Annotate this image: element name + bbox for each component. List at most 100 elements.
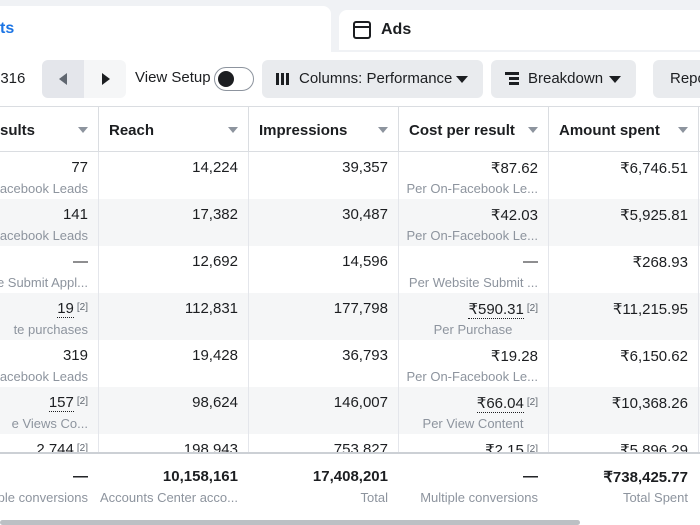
reach-value: 19,428 [192, 347, 238, 364]
reports-dropdown[interactable]: Repo [653, 60, 700, 98]
cost-per-result-type: Per View Content [422, 416, 524, 431]
results-cell: 319 Facebook Leads [0, 340, 98, 387]
cost-per-result-cell: — Per Website Submit ... [398, 246, 548, 293]
cost-per-result-cell: ₹42.03 Per On-Facebook Le... [398, 199, 548, 246]
cost-per-result-value: ₹19.28 [491, 347, 538, 365]
table-row[interactable]: 319 Facebook Leads 19,428 36,793 ₹19.28 Per O… [0, 340, 700, 387]
summary-results-value: — [73, 468, 88, 485]
tab-ads[interactable]: Ads [339, 10, 700, 50]
reach-value: 14,224 [192, 159, 238, 176]
previous-page-button[interactable] [42, 60, 84, 98]
impressions-value: 39,357 [342, 159, 388, 176]
view-setup-toggle[interactable] [214, 67, 254, 91]
column-header-label: Amount spent [559, 122, 660, 139]
chevron-right-icon [102, 73, 110, 85]
amount-spent-cell: ₹268.93 [548, 246, 698, 293]
results-cell: 157 [2] e Views Co... [0, 387, 98, 434]
summary-spent-sub: Total Spent [622, 490, 688, 505]
reach-cell: 98,624 [98, 387, 248, 434]
impressions-cell: 39,357 [248, 152, 398, 199]
amount-spent-cell: ₹11,215.95 [548, 293, 698, 340]
attribution-note: [2] [526, 444, 538, 455]
reach-cell: 19,428 [98, 340, 248, 387]
summary-results-sub: tiple conversions [0, 490, 88, 505]
cost-per-result-number: ₹87.62 [490, 160, 538, 177]
toggle-knob [218, 71, 234, 87]
cost-per-result-value: — [523, 253, 538, 270]
columns-label: Columns: Performance [299, 70, 453, 87]
table-row[interactable]: 77 Facebook Leads 14,224 39,357 ₹87.62 Per On… [0, 152, 700, 199]
column-divider [698, 152, 699, 525]
summary-impressions-sub: Total [360, 490, 388, 505]
breakdown-label: Breakdown [528, 70, 604, 87]
cost-per-result-type: Per Website Submit ... [408, 275, 538, 290]
reach-value: 17,382 [192, 206, 238, 223]
tab-bar: ts Ads [0, 0, 700, 52]
table-row[interactable]: 141 Facebook Leads 17,382 30,487 ₹42.03 Per O… [0, 199, 700, 246]
horizontal-scrollbar[interactable] [0, 520, 580, 525]
impressions-value: 14,596 [342, 253, 388, 270]
cost-per-result-number: — [523, 253, 538, 270]
results-type: te purchases [13, 322, 88, 337]
tab-ads-label: Ads [381, 21, 412, 38]
sort-caret-icon [228, 127, 238, 133]
results-type: e Views Co... [11, 416, 88, 431]
column-header-label: sults [0, 122, 36, 139]
cost-per-result-value: ₹87.62 [491, 159, 538, 177]
results-type: Facebook Leads [0, 228, 88, 243]
results-number: 319 [62, 347, 88, 364]
results-value: 141 [63, 206, 88, 223]
reach-cell: 112,831 [98, 293, 248, 340]
tab-campaigns[interactable]: ts [0, 6, 331, 52]
column-divider [548, 152, 549, 525]
column-header-label: Impressions [259, 122, 348, 139]
tab-campaigns-label: ts [0, 20, 15, 37]
reach-cell: 12,692 [98, 246, 248, 293]
results-cell: 77 Facebook Leads [0, 152, 98, 199]
cost-per-result-value: ₹590.31 [2] [468, 300, 538, 319]
columns-icon [276, 73, 290, 85]
results-number[interactable]: 19 [57, 300, 74, 318]
results-value: 77 [71, 159, 88, 176]
breakdown-dropdown[interactable]: Breakdown [491, 60, 636, 98]
table-row[interactable]: 19 [2] te purchases 112,831 177,798 ₹590.31 [2… [0, 293, 700, 340]
column-divider [248, 152, 249, 525]
results-number[interactable]: 157 [48, 394, 74, 412]
sort-caret-icon [678, 127, 688, 133]
cost-per-result-value: ₹66.04 [2] [476, 394, 538, 413]
column-header-amount-spent[interactable]: Amount spent [549, 107, 699, 152]
next-page-button[interactable] [84, 60, 126, 98]
impressions-cell: 30,487 [248, 199, 398, 246]
summary-spent-value: ₹738,425.77 [603, 469, 688, 486]
table-row[interactable]: 157 [2] e Views Co... 98,624 146,007 ₹66.04 [2… [0, 387, 700, 434]
impressions-cell: 36,793 [248, 340, 398, 387]
cost-per-result-number[interactable]: ₹66.04 [476, 395, 524, 413]
amount-spent-value: ₹6,746.51 [620, 160, 688, 177]
table-row[interactable]: — e Submit Appl... 12,692 14,596 — Per Websit… [0, 246, 700, 293]
column-header-results[interactable]: sults [0, 107, 99, 152]
cost-per-result-number[interactable]: ₹590.31 [468, 301, 524, 319]
chevron-down-icon [609, 76, 621, 83]
toolbar: f 316 View Setup Columns: Performance Br… [0, 52, 700, 106]
column-header-reach[interactable]: Reach [99, 107, 249, 152]
cost-per-result-value: ₹42.03 [491, 206, 538, 224]
cost-per-result-type: Per On-Facebook Le... [406, 181, 538, 196]
attribution-note: [2] [526, 303, 538, 314]
column-header-cost-per-result[interactable]: Cost per result [399, 107, 549, 152]
chevron-down-icon [456, 76, 468, 83]
impressions-cell: 14,596 [248, 246, 398, 293]
chevron-left-icon [59, 73, 67, 85]
ad-window-icon [353, 21, 371, 39]
reach-cell: 14,224 [98, 152, 248, 199]
impressions-cell: 146,007 [248, 387, 398, 434]
results-cell: — e Submit Appl... [0, 246, 98, 293]
reports-label: Repo [670, 70, 700, 87]
reach-value: 98,624 [192, 394, 238, 411]
summary-cpr-sub: Multiple conversions [420, 490, 538, 505]
columns-dropdown[interactable]: Columns: Performance [262, 60, 483, 98]
results-table: sults Reach Impressions Cost per result … [0, 106, 700, 525]
cost-per-result-type: Per On-Facebook Le... [406, 369, 538, 384]
column-header-impressions[interactable]: Impressions [249, 107, 399, 152]
amount-spent-cell: ₹5,925.81 [548, 199, 698, 246]
summary-results-cell: — tiple conversions [0, 454, 98, 525]
